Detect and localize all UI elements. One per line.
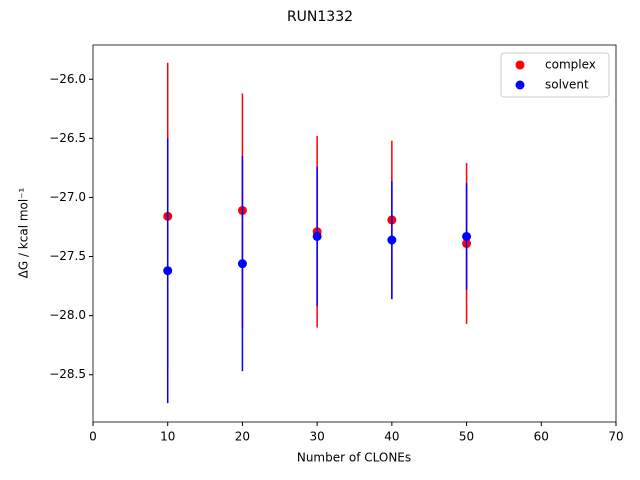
point: [387, 235, 397, 245]
plot-frame: [92, 44, 617, 423]
x-tick-label: 10: [160, 430, 175, 444]
x-tick-label: 20: [235, 430, 250, 444]
legend-marker: [515, 60, 525, 70]
y-axis-label: ΔG / kcal mol⁻¹: [17, 187, 31, 278]
legend-box: [500, 52, 610, 98]
y-tick-label: −28.5: [49, 367, 86, 381]
point: [163, 266, 173, 276]
x-tick-label: 30: [310, 430, 325, 444]
chart-title: RUN1332: [287, 9, 353, 25]
y-tick-label: −27.0: [49, 190, 86, 204]
legend-marker: [515, 80, 525, 90]
point: [312, 231, 322, 241]
y-tick-label: −26.5: [49, 131, 86, 145]
legend-label: complex: [545, 58, 596, 72]
x-tick-label: 70: [608, 430, 623, 444]
y-tick-label: −26.0: [49, 72, 86, 86]
y-tick-label: −27.5: [49, 249, 86, 263]
legend-label: solvent: [545, 78, 589, 92]
y-tick-label: −28.0: [49, 308, 86, 322]
x-tick-label: 40: [384, 430, 399, 444]
point: [237, 259, 247, 269]
x-axis-label: Number of CLONEs: [297, 451, 411, 465]
x-tick-label: 60: [534, 430, 549, 444]
x-tick-label: 0: [89, 430, 97, 444]
point: [462, 231, 472, 241]
x-tick-label: 50: [459, 430, 474, 444]
